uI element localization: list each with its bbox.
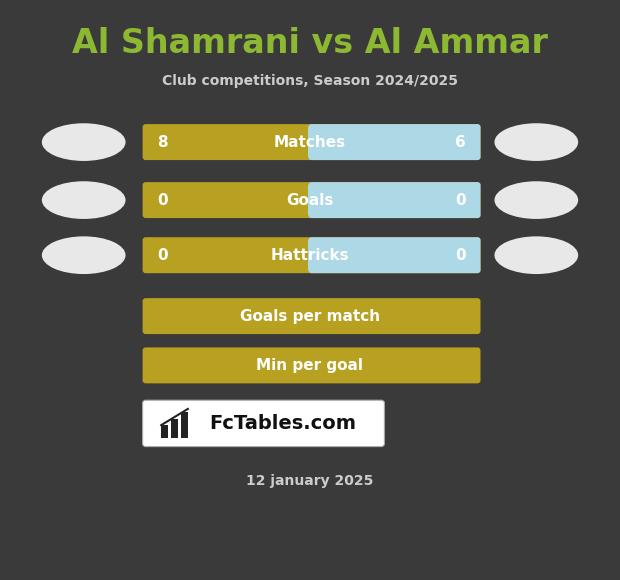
Text: 12 january 2025: 12 january 2025 [246, 474, 374, 488]
Ellipse shape [494, 181, 578, 219]
Text: Goals: Goals [286, 193, 334, 208]
Text: Hattricks: Hattricks [271, 248, 349, 263]
FancyBboxPatch shape [143, 298, 480, 334]
FancyBboxPatch shape [143, 347, 480, 383]
Text: 0: 0 [456, 193, 466, 208]
Text: 0: 0 [456, 248, 466, 263]
Bar [309, 185, 314, 215]
Text: Goals per match: Goals per match [240, 309, 380, 324]
FancyBboxPatch shape [309, 182, 480, 218]
FancyBboxPatch shape [143, 237, 480, 273]
Text: 8: 8 [157, 135, 167, 150]
Ellipse shape [42, 124, 125, 161]
FancyBboxPatch shape [143, 124, 480, 160]
Text: FcTables.com: FcTables.com [209, 414, 356, 433]
Bar [309, 127, 314, 157]
Text: Min per goal: Min per goal [257, 358, 363, 373]
Text: Club competitions, Season 2024/2025: Club competitions, Season 2024/2025 [162, 74, 458, 88]
Bar [181, 412, 188, 438]
FancyBboxPatch shape [309, 237, 480, 273]
Text: 6: 6 [456, 135, 466, 150]
Text: Al Shamrani vs Al Ammar: Al Shamrani vs Al Ammar [72, 27, 548, 60]
Bar [161, 425, 168, 438]
Text: Matches: Matches [274, 135, 346, 150]
FancyBboxPatch shape [309, 124, 480, 160]
Ellipse shape [42, 237, 125, 274]
Ellipse shape [494, 124, 578, 161]
Text: 0: 0 [157, 248, 167, 263]
Text: 0: 0 [157, 193, 167, 208]
Ellipse shape [42, 181, 125, 219]
FancyBboxPatch shape [143, 182, 480, 218]
Bar [171, 419, 178, 438]
Bar [309, 240, 314, 270]
FancyBboxPatch shape [143, 400, 384, 447]
Ellipse shape [494, 237, 578, 274]
